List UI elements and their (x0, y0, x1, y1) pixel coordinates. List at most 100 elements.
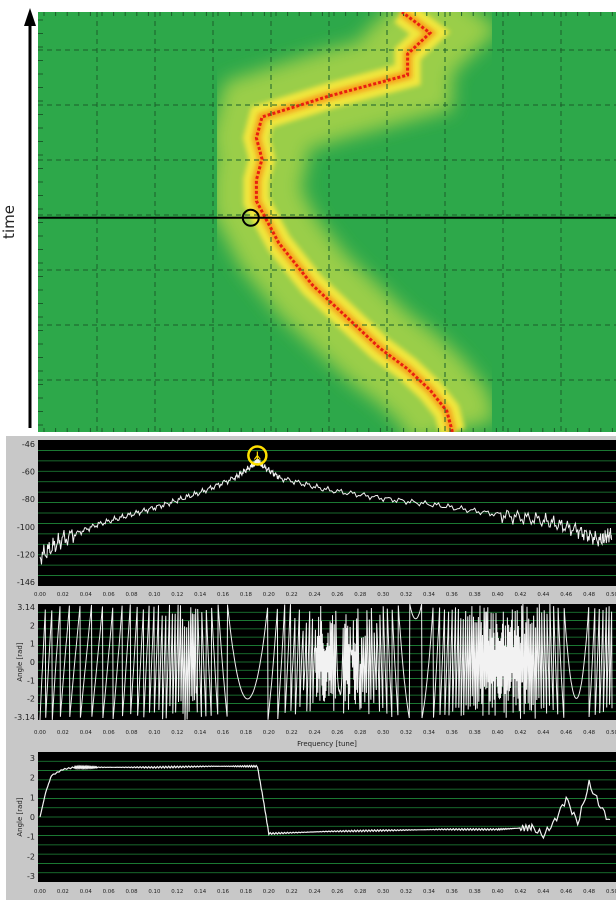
x-tick-label: 0.22 (286, 889, 298, 895)
x-tick-label: 0.40 (492, 730, 505, 736)
x-tick-label: 0.08 (126, 889, 139, 895)
x-tick-label: 0.36 (446, 889, 459, 895)
x-tick-label: 0.46 (560, 730, 573, 736)
x-tick-label: 0.48 (583, 730, 596, 736)
y-tick-label: -2 (27, 852, 35, 861)
x-tick-label: 0.34 (423, 730, 436, 736)
x-tick-label: 0.26 (331, 889, 344, 895)
x-tick-label: 0.50 (606, 730, 616, 736)
x-tick-label: 0.20 (263, 592, 276, 598)
y-tick-label: 2 (30, 621, 35, 630)
x-tick-label: 0.24 (309, 592, 322, 598)
y-tick-label: 1 (30, 640, 35, 649)
y-tick-label: -1 (27, 833, 35, 842)
x-tick-label: 0.30 (377, 730, 390, 736)
phase-x-ticks: 0.00 0.02 0.04 0.06 0.08 0.10 0.12 0.14 0.16 0.18… (34, 730, 616, 736)
x-tick-label: 0.44 (537, 592, 550, 598)
x-tick-label: 0.00 (34, 592, 47, 598)
x-tick-label: 0.26 (331, 592, 344, 598)
x-tick-label: 0.32 (400, 592, 412, 598)
x-tick-label: 0.18 (240, 730, 253, 736)
y-tick-label: 0 (30, 813, 35, 822)
phase-panel: 3.14 2 1 0 -1 -2 -3.14 0.00 0.02 0.04 0.06 0.08 0.1… (14, 603, 616, 748)
x-tick-label: 0.18 (240, 592, 253, 598)
x-tick-label: 0.34 (423, 592, 436, 598)
x-tick-label: 0.04 (80, 889, 93, 895)
x-tick-label: 0.10 (148, 889, 161, 895)
y-tick-label: -100 (17, 523, 35, 532)
x-tick-label: 0.00 (34, 730, 47, 736)
x-tick-label: 0.50 (606, 889, 616, 895)
y-tick-label: -120 (17, 550, 35, 559)
y-tick-label: -3 (27, 872, 35, 881)
x-tick-label: 0.28 (354, 592, 367, 598)
x-tick-label: 0.02 (57, 592, 69, 598)
x-tick-label: 0.24 (309, 730, 322, 736)
y-tick-label: -2 (27, 695, 35, 704)
x-tick-label: 0.14 (194, 592, 207, 598)
spectrogram-panel: time (0, 8, 616, 432)
angle-y-ticks: 3 2 1 0 -1 -2 -3 (27, 754, 35, 881)
y-tick-label: 3.14 (17, 603, 35, 612)
amplitude-y-ticks: -46 -60 -80 -100 -120 -146 (17, 440, 35, 587)
x-tick-label: 0.36 (446, 592, 459, 598)
x-tick-label: 0.48 (583, 592, 596, 598)
x-tick-label: 0.28 (354, 730, 367, 736)
y-tick-label: -146 (17, 578, 35, 587)
x-tick-label: 0.26 (331, 730, 344, 736)
x-tick-label: 0.04 (80, 592, 93, 598)
phase-trace (39, 603, 613, 721)
x-tick-label: 0.16 (217, 592, 230, 598)
x-tick-label: 0.36 (446, 730, 459, 736)
x-tick-label: 0.16 (217, 730, 230, 736)
x-tick-label: 0.28 (354, 889, 367, 895)
x-tick-label: 0.42 (514, 730, 526, 736)
x-tick-label: 0.22 (286, 592, 298, 598)
peak-marker (247, 445, 268, 466)
x-tick-label: 0.14 (194, 730, 207, 736)
angle-x-ticks: 0.00 0.02 0.04 0.06 0.08 0.10 0.12 0.14 0.16 0.18… (34, 889, 616, 895)
x-tick-label: 0.32 (400, 889, 412, 895)
x-tick-label: 0.00 (34, 889, 47, 895)
amplitude-grid (38, 450, 616, 576)
x-tick-label: 0.04 (80, 730, 93, 736)
y-tick-label: 0 (30, 658, 35, 667)
x-tick-label: 0.38 (469, 730, 482, 736)
x-tick-label: 0.22 (286, 730, 298, 736)
amplitude-trace (39, 458, 613, 565)
x-tick-label: 0.24 (309, 889, 322, 895)
y-tick-label: -1 (27, 676, 35, 685)
x-tick-label: 0.10 (148, 730, 161, 736)
y-tick-label: -60 (22, 468, 35, 477)
x-tick-label: 0.42 (514, 592, 526, 598)
x-tick-label: 0.42 (514, 889, 526, 895)
x-tick-label: 0.32 (400, 730, 412, 736)
cursor-marker (241, 208, 260, 227)
x-tick-label: 0.06 (103, 730, 116, 736)
peak-glyph (253, 451, 261, 460)
x-tick-label: 0.46 (560, 592, 573, 598)
y-tick-label: -3.14 (14, 713, 35, 722)
x-tick-label: 0.12 (171, 889, 183, 895)
x-tick-label: 0.44 (537, 889, 550, 895)
ridge-line (254, 12, 454, 432)
phase-y-label: Angle [rad] (16, 642, 24, 681)
x-tick-label: 0.40 (492, 889, 505, 895)
amplitude-x-ticks: 0.00 0.02 0.04 0.06 0.08 0.10 0.12 0.14 0.16 0.18… (34, 592, 616, 598)
time-axis-label: time (0, 205, 18, 239)
y-tick-label: 3 (30, 754, 35, 763)
x-tick-label: 0.02 (57, 730, 69, 736)
y-tick-label: 2 (30, 774, 35, 783)
x-tick-label: 0.12 (171, 592, 183, 598)
angle-grid (38, 760, 616, 874)
x-tick-label: 0.30 (377, 889, 390, 895)
x-tick-label: 0.30 (377, 592, 390, 598)
x-tick-label: 0.38 (469, 592, 482, 598)
x-tick-label: 0.48 (583, 889, 596, 895)
y-tick-label: 1 (30, 793, 35, 802)
x-tick-label: 0.06 (103, 592, 116, 598)
x-tick-label: 0.14 (194, 889, 207, 895)
x-tick-label: 0.20 (263, 730, 276, 736)
